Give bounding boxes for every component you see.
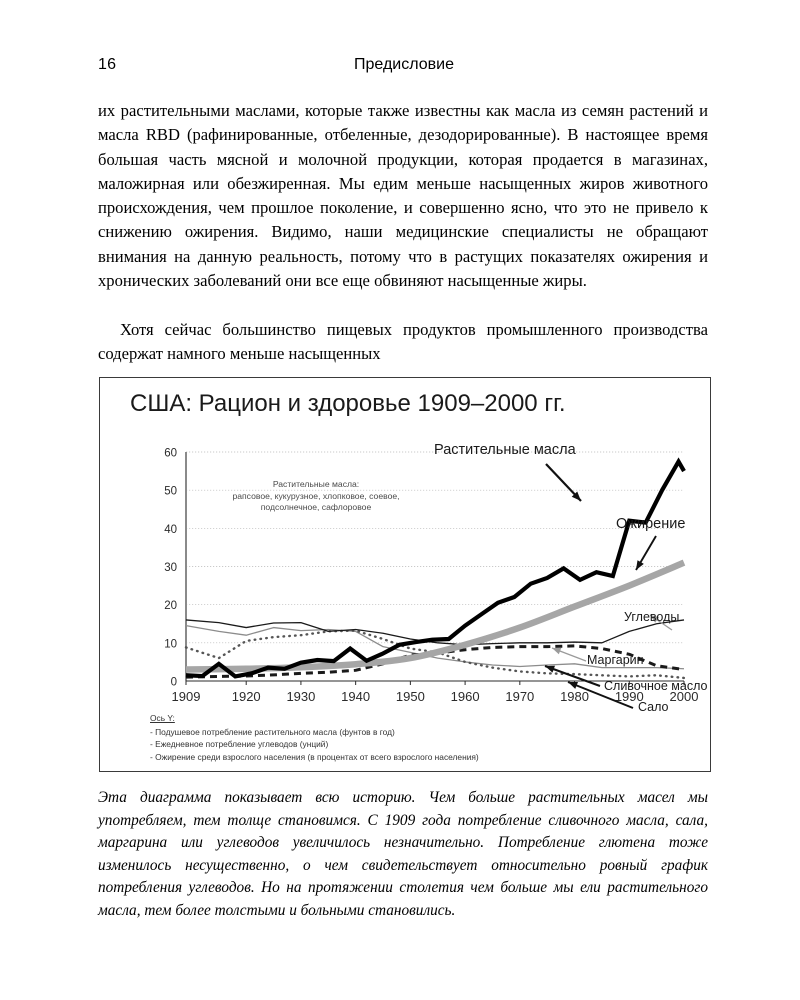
series-label-butter: Сливочное масло bbox=[604, 679, 708, 693]
page-header: 16 Предисловие bbox=[98, 56, 710, 78]
callout-arrow-4 bbox=[544, 665, 601, 687]
axis-note-title: Ось Y: bbox=[150, 713, 175, 723]
callout-arrow-2 bbox=[649, 614, 673, 631]
y-tick-label: 40 bbox=[164, 524, 177, 536]
y-tick-label: 30 bbox=[164, 562, 177, 574]
chart-annotation-oils-line1: Растительные масла: bbox=[272, 479, 360, 489]
series-label-lard: Сало bbox=[638, 700, 669, 714]
page-number: 16 bbox=[98, 56, 117, 73]
chart-annotation-oils: Растительные масла: рапсовое, кукурузное… bbox=[186, 479, 446, 514]
x-tick-label: 1909 bbox=[172, 689, 201, 704]
y-tick-label: 20 bbox=[164, 600, 177, 612]
figure-chart: США: Рацион и здоровье 1909–2000 гг. 0 10… bbox=[99, 377, 711, 772]
axis-note-line-1: - Подушевое потребление растительного ма… bbox=[150, 726, 395, 737]
x-tick-label: 1930 bbox=[286, 689, 315, 704]
axis-note-line-2: - Ежедневное потребление углеводов (унци… bbox=[150, 739, 329, 750]
chart-annotation-oils-line2: рапсовое, кукурузное, хлопковое, соевое, bbox=[232, 490, 400, 501]
callout-arrow-5 bbox=[567, 681, 634, 709]
series-line-2 bbox=[185, 619, 685, 646]
chart-svg: 0 10 20 30 40 50 60 1909 1920 1930 1940 1950 1960 197… bbox=[164, 448, 699, 709]
series-line-3 bbox=[185, 625, 685, 670]
callout-arrow-1 bbox=[635, 535, 657, 571]
chart-axis-note: Ось Y: - Подушевое потребление раститель… bbox=[150, 712, 670, 763]
series-label-margarine: Маргарин bbox=[587, 653, 644, 667]
figure-caption: Эта диаграмма показывает всю историю. Че… bbox=[98, 789, 708, 919]
x-tick-label: 1980 bbox=[560, 689, 589, 704]
axis-note-line-3: - Ожирение среди взрослого населения (в … bbox=[150, 751, 479, 762]
series-label-carbohydrates: Углеводы bbox=[624, 610, 680, 624]
y-tick-label: 50 bbox=[164, 486, 177, 498]
callout-arrow-0 bbox=[545, 463, 582, 502]
callout-arrow-3 bbox=[551, 647, 587, 662]
body-paragraph-2: Хотя сейчас большинство пищевых продукто… bbox=[98, 320, 708, 364]
series-label-vegetable-oils: Растительные масла bbox=[434, 442, 576, 458]
x-tick-label: 2000 bbox=[670, 689, 699, 704]
x-tick-label: 1950 bbox=[396, 689, 425, 704]
body-paragraph-1: их растительными маслами, которые также … bbox=[98, 101, 708, 291]
chart-plot-area: 0 10 20 30 40 50 60 1909 1920 1930 1940 1950 1960 197… bbox=[100, 378, 712, 773]
series-line-0 bbox=[185, 457, 686, 679]
y-tick-label: 0 bbox=[171, 677, 177, 689]
x-tick-label: 1970 bbox=[505, 689, 534, 704]
chart-annotation-oils-line3: подсолнечное, сафлоровое bbox=[260, 502, 372, 512]
x-tick-label: 1940 bbox=[341, 689, 370, 704]
series-label-obesity: Ожирение bbox=[616, 516, 686, 532]
running-head: Предисловие bbox=[354, 56, 454, 73]
x-tick-label: 1920 bbox=[232, 689, 261, 704]
chart-title: США: Рацион и здоровье 1909–2000 гг. bbox=[130, 390, 566, 417]
x-tick-label: 1960 bbox=[451, 689, 480, 704]
x-tick-label: 1990 bbox=[615, 689, 644, 704]
y-tick-label: 60 bbox=[164, 448, 177, 460]
y-tick-label: 10 bbox=[164, 638, 177, 650]
